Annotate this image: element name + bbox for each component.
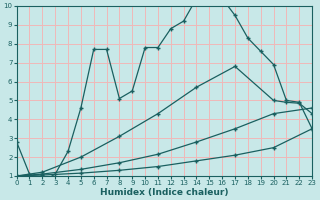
X-axis label: Humidex (Indice chaleur): Humidex (Indice chaleur) <box>100 188 228 197</box>
